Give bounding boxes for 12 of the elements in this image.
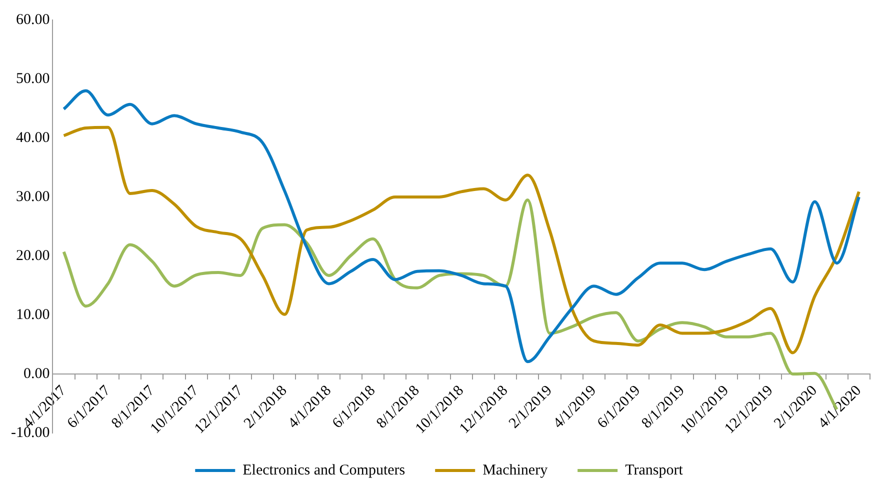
legend-label: Transport [625, 462, 684, 478]
y-tick-label: 20.00 [16, 248, 50, 264]
line-series [62, 126, 860, 354]
y-tick-label: 40.00 [16, 130, 50, 146]
y-tick-label: 60.00 [16, 12, 50, 28]
legend-label: Electronics and Computers [242, 462, 406, 478]
y-tick-label: 50.00 [16, 70, 50, 87]
legend-label: Machinery [482, 462, 548, 478]
y-tick-label: 10.00 [16, 306, 50, 323]
line-series [62, 89, 860, 364]
y-tick-label: 0.00 [23, 366, 50, 382]
y-tick-label: 30.00 [16, 188, 50, 205]
